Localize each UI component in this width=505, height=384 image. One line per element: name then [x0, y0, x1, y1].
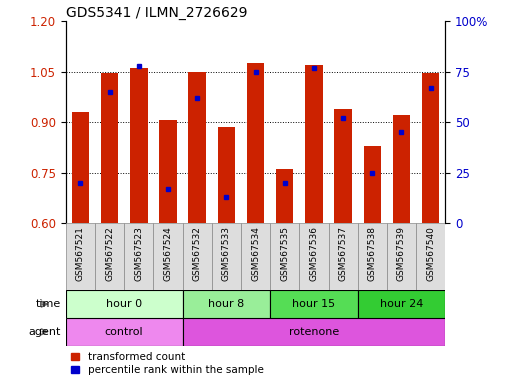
Bar: [328, 223, 357, 290]
Text: GSM567533: GSM567533: [221, 227, 230, 281]
Text: hour 8: hour 8: [208, 299, 244, 309]
Bar: [100, 73, 118, 223]
Text: control: control: [105, 327, 143, 337]
Text: agent: agent: [28, 327, 61, 337]
Bar: [66, 290, 182, 318]
Bar: [66, 223, 95, 290]
Text: GSM567534: GSM567534: [250, 227, 260, 281]
Bar: [182, 318, 444, 346]
Bar: [130, 68, 147, 223]
Text: hour 15: hour 15: [292, 299, 335, 309]
Text: GSM567540: GSM567540: [425, 227, 434, 281]
Text: GSM567536: GSM567536: [309, 227, 318, 281]
Text: hour 24: hour 24: [379, 299, 422, 309]
Bar: [153, 223, 182, 290]
Bar: [386, 223, 415, 290]
Bar: [270, 290, 357, 318]
Bar: [334, 109, 351, 223]
Text: GSM567521: GSM567521: [76, 227, 85, 281]
Text: GSM567524: GSM567524: [163, 227, 172, 281]
Text: GSM567538: GSM567538: [367, 227, 376, 281]
Bar: [357, 223, 386, 290]
Bar: [182, 223, 211, 290]
Bar: [66, 318, 182, 346]
Bar: [421, 73, 438, 223]
Bar: [392, 115, 410, 223]
Bar: [415, 223, 444, 290]
Legend: transformed count, percentile rank within the sample: transformed count, percentile rank withi…: [71, 352, 263, 375]
Bar: [72, 112, 89, 223]
Text: GSM567539: GSM567539: [396, 227, 405, 281]
Text: GSM567532: GSM567532: [192, 227, 201, 281]
Bar: [357, 290, 444, 318]
Bar: [275, 169, 293, 223]
Bar: [363, 146, 380, 223]
Bar: [211, 223, 240, 290]
Bar: [95, 223, 124, 290]
Text: rotenone: rotenone: [288, 327, 338, 337]
Text: GSM567523: GSM567523: [134, 227, 143, 281]
Text: time: time: [35, 299, 61, 309]
Bar: [305, 65, 322, 223]
Text: GDS5341 / ILMN_2726629: GDS5341 / ILMN_2726629: [66, 6, 247, 20]
Bar: [217, 127, 235, 223]
Bar: [270, 223, 299, 290]
Bar: [159, 121, 176, 223]
Bar: [182, 290, 270, 318]
Bar: [188, 71, 206, 223]
Bar: [124, 223, 153, 290]
Text: GSM567537: GSM567537: [338, 227, 347, 281]
Text: hour 0: hour 0: [106, 299, 142, 309]
Text: GSM567522: GSM567522: [105, 227, 114, 281]
Bar: [299, 223, 328, 290]
Text: GSM567535: GSM567535: [280, 227, 289, 281]
Bar: [246, 63, 264, 223]
Bar: [240, 223, 270, 290]
